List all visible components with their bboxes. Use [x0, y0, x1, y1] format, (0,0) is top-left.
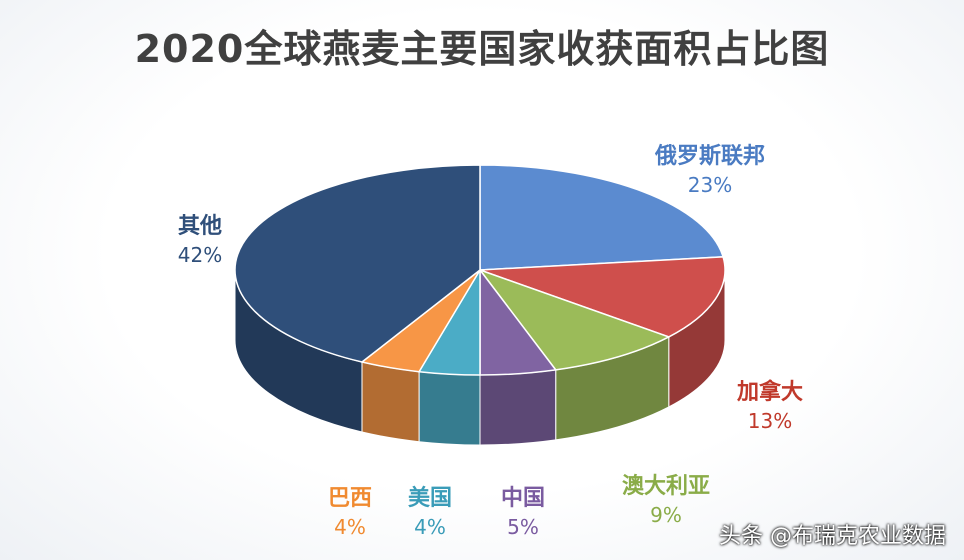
pie-sides: [234, 269, 726, 446]
label-usa: 美国 4%: [385, 484, 475, 541]
label-brazil-name: 巴西: [327, 486, 372, 511]
label-russia-pct: 23%: [687, 172, 733, 197]
label-australia-pct: 9%: [650, 502, 682, 527]
label-other-pct: 42%: [177, 242, 223, 267]
pie-side-5: [361, 361, 420, 443]
pie-side-3: [479, 369, 557, 446]
label-usa-pct: 4%: [414, 514, 446, 539]
label-russia-name: 俄罗斯联邦: [654, 144, 765, 169]
label-canada-name: 加拿大: [736, 380, 803, 405]
pie-slice-0: [479, 164, 725, 271]
pie-side-4: [418, 371, 481, 446]
pie-slice-1: [479, 256, 726, 338]
label-brazil: 巴西 4%: [305, 484, 395, 541]
label-russia: 俄罗斯联邦 23%: [620, 142, 800, 199]
label-usa-name: 美国: [407, 486, 452, 511]
label-canada-pct: 13%: [747, 408, 793, 433]
watermark: 头条 @布瑞克农业数据: [719, 524, 946, 549]
label-china-pct: 5%: [507, 514, 539, 539]
label-brazil-pct: 4%: [334, 514, 366, 539]
label-other: 其他 42%: [150, 212, 250, 269]
label-australia-name: 澳大利亚: [621, 474, 710, 499]
pie-slice-6: [234, 164, 481, 363]
pie-tops: [234, 164, 726, 376]
label-canada: 加拿大 13%: [710, 378, 830, 435]
pie-slice-2: [477, 268, 671, 371]
label-china-name: 中国: [500, 486, 545, 511]
label-china: 中国 5%: [478, 484, 568, 541]
chart-title: 2020全球燕麦主要国家收获面积占比图: [134, 27, 830, 71]
label-australia: 澳大利亚 9%: [594, 472, 738, 529]
label-other-name: 其他: [177, 214, 222, 239]
